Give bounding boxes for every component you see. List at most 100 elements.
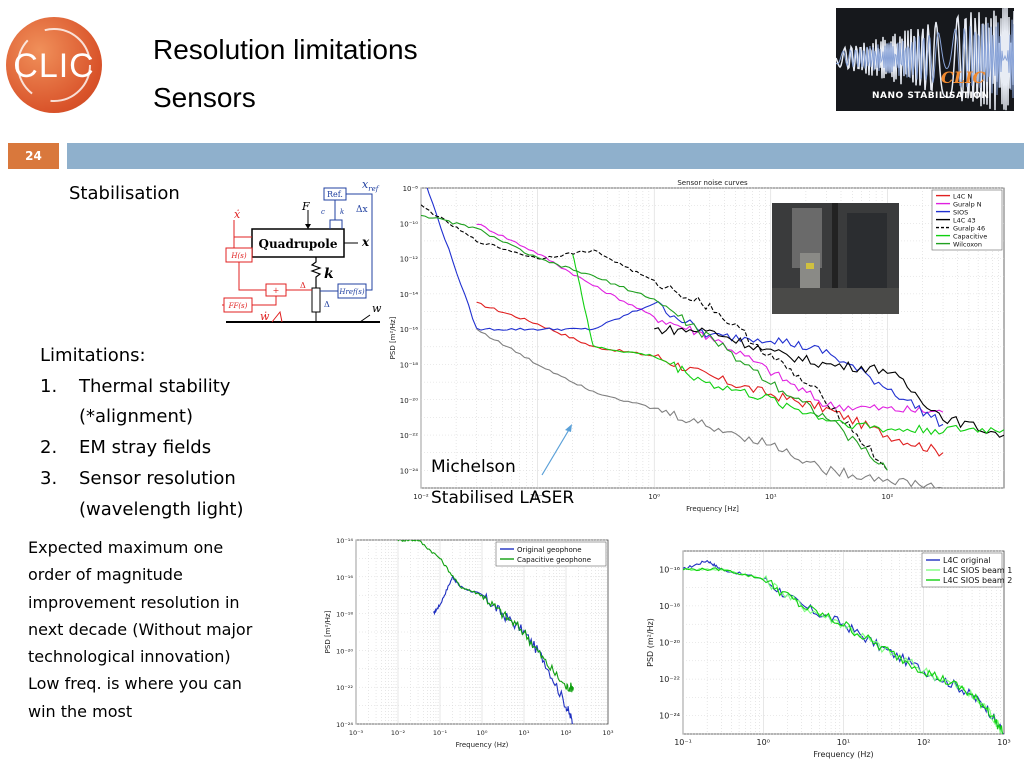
href-label: Href(s) bbox=[338, 288, 365, 296]
x-tick-label: 10⁻³ bbox=[349, 729, 364, 737]
x-tick-label: 10⁻¹ bbox=[433, 729, 448, 737]
y-axis-label: PSD [m²/Hz] bbox=[389, 316, 397, 359]
series-line bbox=[476, 301, 944, 457]
plus-label: + bbox=[273, 286, 280, 295]
limitation-number: 2. bbox=[40, 437, 58, 458]
delta-x-label: Δx bbox=[356, 205, 368, 215]
legend-label: Wilcoxon bbox=[953, 241, 982, 249]
legend-label: Guralp 46 bbox=[953, 225, 985, 233]
c-label: c bbox=[321, 208, 325, 216]
slide-title: Resolution limitations bbox=[153, 34, 418, 65]
legend-label: L4C original bbox=[943, 556, 991, 565]
k-small-label: k bbox=[340, 208, 344, 216]
expected-line: win the most bbox=[28, 701, 133, 721]
series-line bbox=[397, 540, 574, 693]
michelson-label: Michelson bbox=[431, 457, 516, 477]
limitation-item: EM stray fields bbox=[79, 437, 212, 458]
nano-logo-clic: CLIC bbox=[941, 68, 986, 87]
expected-line: Low freq. is where you can bbox=[28, 674, 242, 694]
legend: Original geophone Capacitive geophone bbox=[495, 541, 607, 567]
x-tick-label: 10¹ bbox=[837, 738, 850, 747]
actuator-icon bbox=[311, 287, 321, 313]
expected-line: next decade (Without major bbox=[28, 619, 253, 639]
expected-line: Expected maximum one bbox=[28, 538, 224, 557]
slide-subtitle: Sensors bbox=[153, 82, 256, 113]
legend-label: Capacitive geophone bbox=[517, 556, 591, 564]
y-tick-label: 10⁻¹⁸ bbox=[659, 602, 680, 611]
x-tick-label: 10³ bbox=[997, 738, 1010, 747]
x-tick-label: 10¹ bbox=[519, 729, 530, 737]
legend-label: L4C 43 bbox=[953, 217, 976, 225]
expected-line: improvement resolution in bbox=[28, 592, 240, 612]
x-tick-label: 10³ bbox=[603, 729, 614, 737]
clic-logo-ring-icon bbox=[17, 28, 91, 102]
sensor-photo bbox=[772, 203, 899, 314]
y-tick-label: 10⁻²² bbox=[336, 684, 353, 692]
clic-logo-text: CLIC bbox=[13, 47, 95, 85]
ffs-label: FF(s) bbox=[228, 302, 248, 310]
x-tick-label: 10⁻² bbox=[413, 493, 429, 501]
y-axis-label: PSD (m²/Hz) bbox=[646, 618, 655, 667]
stabilised-laser-label: Stabilised LASER bbox=[431, 488, 575, 508]
grid bbox=[355, 539, 608, 725]
legend-label: Guralp N bbox=[953, 201, 982, 209]
nano-stabilisation-logo: CLIC NANO STABILISATION bbox=[836, 8, 1014, 111]
x-tick-label: 10⁻¹ bbox=[530, 493, 546, 501]
delta1-label: Δ bbox=[300, 281, 306, 290]
block-diagram: Quadrupole k F x w Ref. xref Δx c k Href… bbox=[222, 180, 382, 323]
geophone-chart: 10⁻³ 10⁻² 10⁻¹ 10⁰ 10¹ 10² 10³ 10⁻¹⁴ 10⁻¹⁶ 10⁻¹⁸ 1… bbox=[320, 532, 620, 750]
series-line bbox=[476, 328, 944, 488]
k-label: k bbox=[324, 266, 334, 282]
series-line bbox=[421, 214, 888, 471]
x-tick-label: 10¹ bbox=[765, 493, 777, 501]
x-axis-label: Frequency (Hz) bbox=[456, 741, 509, 749]
y-tick-label: 10⁻²² bbox=[400, 432, 418, 440]
x-tick-label: 10⁰ bbox=[757, 738, 770, 747]
legend-label: Original geophone bbox=[517, 546, 582, 554]
y-tick-label: 10⁻¹² bbox=[400, 256, 418, 264]
y-tick-label: 10⁻¹⁶ bbox=[659, 565, 680, 574]
x-tick-label: 10⁻² bbox=[391, 729, 406, 737]
xdot-label: ẋ bbox=[234, 208, 241, 221]
x-label: x bbox=[361, 235, 370, 249]
expected-line: order of magnitude bbox=[28, 565, 183, 585]
spring-icon bbox=[310, 257, 322, 288]
series-line bbox=[654, 324, 1004, 438]
legend-label: SIOS bbox=[953, 209, 968, 217]
header-bar bbox=[67, 143, 1024, 169]
legend-label: L4C SIOS beam 1 bbox=[943, 566, 1012, 575]
force-label: F bbox=[301, 200, 310, 213]
series-line bbox=[433, 574, 574, 724]
y-tick-label: 10⁻²⁰ bbox=[400, 397, 418, 405]
legend-box bbox=[495, 541, 607, 567]
y-tick-label: 10⁻²⁰ bbox=[659, 639, 680, 648]
legend-label: L4C SIOS beam 2 bbox=[943, 576, 1012, 585]
limitations-heading: Limitations: bbox=[40, 345, 146, 366]
x-axis-label: Frequency (Hz) bbox=[813, 750, 873, 759]
nano-logo-caption: NANO STABILISATION bbox=[872, 91, 990, 101]
y-tick-label: 10⁻¹⁴ bbox=[400, 291, 418, 299]
xref-label: xref bbox=[362, 180, 380, 193]
x-tick-label: 10⁰ bbox=[648, 493, 660, 501]
x-tick-label: 10⁻¹ bbox=[674, 738, 692, 747]
expected-text: Expected maximum one order of magnitude … bbox=[28, 534, 252, 725]
legend-label: Capacitive bbox=[953, 233, 987, 241]
x-axis-label: Frequency [Hz] bbox=[686, 505, 739, 513]
clic-logo bbox=[6, 17, 102, 113]
quadrupole-label: Quadrupole bbox=[259, 237, 338, 251]
grid bbox=[420, 187, 1004, 489]
y-tick-label: 10⁻⁸ bbox=[403, 185, 419, 193]
x-tick-label: 10² bbox=[917, 738, 930, 747]
l4c-sios-chart: 10⁻¹ 10⁰ 10¹ 10² 10³ 10⁻¹⁶ 10⁻¹⁸ 10⁻²⁰ 10⁻²² 10⁻²… bbox=[643, 543, 1024, 760]
expected-line: technological innovation) bbox=[28, 647, 231, 667]
x-tick-label: 10⁰ bbox=[477, 729, 488, 737]
y-tick-label: 10⁻²⁴ bbox=[400, 467, 418, 475]
slide-number: 24 bbox=[8, 143, 59, 169]
annotation-arrow bbox=[541, 424, 572, 476]
limitation-subitem: (wavelength light) bbox=[79, 499, 244, 520]
y-tick-label: 10⁻¹⁶ bbox=[400, 326, 418, 334]
series-line bbox=[421, 204, 888, 471]
series-line bbox=[683, 567, 1004, 734]
